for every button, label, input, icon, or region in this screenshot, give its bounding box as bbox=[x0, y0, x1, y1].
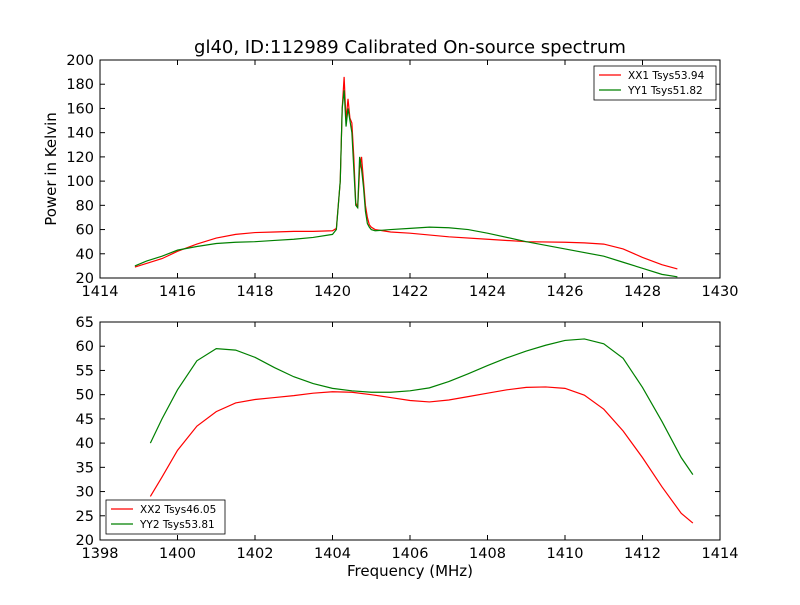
bottom-legend-label-1: XX2 Tsys46.05 bbox=[140, 504, 216, 516]
bottom-chart-x-axis-label: Frequency (MHz) bbox=[347, 562, 473, 580]
top-y-tick-label: 60 bbox=[76, 223, 94, 239]
top-chart: 1414 1416 1418 1420 1422 1424 1426 1428 1430 20 40… bbox=[66, 53, 738, 300]
top-y-tick-label: 20 bbox=[76, 271, 94, 287]
bottom-x-tick-label: 1398 bbox=[82, 546, 119, 562]
bottom-y-tick-label: 20 bbox=[76, 533, 94, 549]
bottom-x-tick-label: 1406 bbox=[392, 546, 429, 562]
bottom-x-tick-label: 1412 bbox=[624, 546, 661, 562]
top-y-tick-label: 100 bbox=[66, 174, 94, 190]
top-series-1-line bbox=[134, 76, 678, 270]
bottom-y-tick-label: 30 bbox=[76, 485, 94, 501]
bottom-x-tick-label: 1404 bbox=[314, 546, 351, 562]
top-x-tick-label: 1416 bbox=[159, 284, 196, 300]
bottom-x-tick-label: 1410 bbox=[547, 546, 584, 562]
bottom-chart: 1398 1400 1402 1404 1406 1408 1410 1412 1414 20 25… bbox=[76, 315, 739, 562]
top-x-tick-label: 1414 bbox=[82, 284, 119, 300]
top-x-tick-label: 1424 bbox=[469, 284, 506, 300]
top-chart-title: gl40, ID:112989 Calibrated On-source spe… bbox=[194, 37, 626, 58]
top-y-tick-label: 120 bbox=[66, 150, 94, 166]
bottom-legend-label-2: YY2 Tsys53.81 bbox=[139, 519, 215, 531]
bottom-x-tick-label: 1400 bbox=[159, 546, 196, 562]
bottom-y-tick-label: 45 bbox=[76, 412, 94, 428]
top-x-tick-label: 1418 bbox=[237, 284, 274, 300]
top-legend: XX1 Tsys53.94 YY1 Tsys51.82 bbox=[593, 65, 717, 101]
top-legend-label-1: XX1 Tsys53.94 bbox=[628, 70, 705, 82]
bottom-y-tick-label: 65 bbox=[76, 315, 94, 331]
top-y-tick-label: 200 bbox=[66, 53, 94, 69]
bottom-y-tick-label: 25 bbox=[76, 509, 94, 525]
top-y-tick-label: 80 bbox=[76, 198, 94, 214]
top-y-tick-label: 140 bbox=[66, 126, 94, 142]
top-x-tick-label: 1430 bbox=[702, 284, 739, 300]
top-series-2-line bbox=[134, 90, 678, 278]
top-chart-y-axis-label: Power in Kelvin bbox=[42, 112, 60, 226]
top-y-tick-label: 160 bbox=[66, 101, 94, 117]
top-legend-box bbox=[593, 65, 717, 101]
top-y-tick-label: 40 bbox=[76, 247, 94, 263]
top-y-tick-label: 180 bbox=[66, 77, 94, 93]
bottom-y-tick-label: 50 bbox=[76, 388, 94, 404]
top-x-tick-label: 1428 bbox=[624, 284, 661, 300]
bottom-y-tick-label: 40 bbox=[76, 436, 94, 452]
top-x-tick-label: 1420 bbox=[314, 284, 351, 300]
bottom-x-tick-label: 1414 bbox=[702, 546, 739, 562]
top-x-tick-label: 1422 bbox=[392, 284, 429, 300]
bottom-y-tick-label: 55 bbox=[76, 363, 94, 379]
bottom-legend: XX2 Tsys46.05 YY2 Tsys53.81 bbox=[105, 499, 226, 535]
bottom-y-tick-label: 35 bbox=[76, 460, 94, 476]
bottom-x-tick-label: 1408 bbox=[469, 546, 506, 562]
top-legend-label-2: YY1 Tsys51.82 bbox=[627, 85, 703, 97]
bottom-series-1-line bbox=[149, 386, 694, 524]
bottom-series-2-line bbox=[149, 338, 694, 475]
top-x-tick-label: 1426 bbox=[547, 284, 584, 300]
bottom-x-tick-label: 1402 bbox=[237, 546, 274, 562]
bottom-y-tick-label: 60 bbox=[76, 339, 94, 355]
bottom-legend-box bbox=[105, 499, 226, 535]
